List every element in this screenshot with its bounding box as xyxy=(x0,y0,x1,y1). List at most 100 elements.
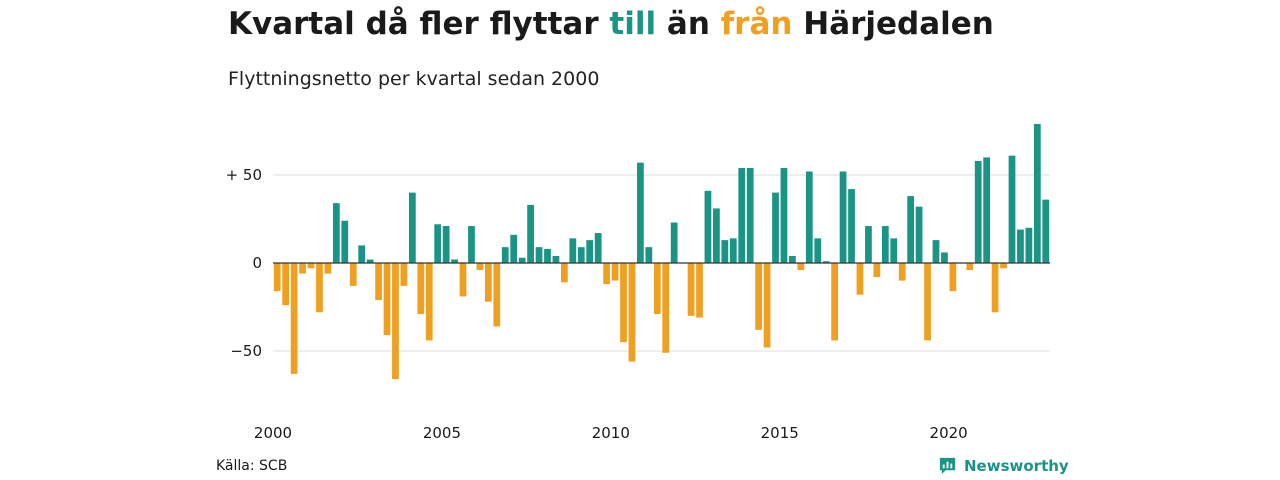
chart-title: Kvartal då fler flyttar till än från Här… xyxy=(228,6,994,42)
bar-2005K3 xyxy=(459,263,467,297)
bar-2017K3 xyxy=(865,226,872,263)
bar-2006K3 xyxy=(493,263,501,327)
bar-2011K4 xyxy=(670,222,678,263)
bar-2003K2 xyxy=(383,263,391,336)
x-tick-label: 2005 xyxy=(423,424,461,442)
x-tick-label: 2000 xyxy=(254,424,292,442)
bar-2010K3 xyxy=(628,263,636,362)
bar-2019K4 xyxy=(941,252,948,263)
bar-2011K3 xyxy=(662,263,670,353)
bar-2019K1 xyxy=(915,206,923,263)
x-axis: 2000 2005 2010 2015 2020 xyxy=(254,424,968,442)
bar-2001K3 xyxy=(324,263,332,274)
bar-2017K2 xyxy=(856,263,864,295)
bar-2018K4 xyxy=(907,196,915,263)
bar-2008K4 xyxy=(569,238,577,263)
bar-2022K4 xyxy=(1042,199,1050,263)
bar-2010K4 xyxy=(637,162,644,263)
bar-2014K1 xyxy=(746,167,754,263)
bar-2016K4 xyxy=(839,171,847,263)
bar-2021K3 xyxy=(1000,263,1007,269)
bar-2005K4 xyxy=(468,226,475,263)
bar-2004K1 xyxy=(408,192,416,263)
bar-2010K2 xyxy=(620,263,627,343)
bar-2007K4 xyxy=(535,247,543,263)
bar-2001K4 xyxy=(332,203,340,263)
bar-2007K3 xyxy=(527,204,534,263)
bar-2022K1 xyxy=(1017,229,1024,263)
title-part-plain: än xyxy=(656,6,721,42)
bar-2001K1 xyxy=(307,263,315,269)
bar-2004K2 xyxy=(417,263,425,315)
bar-2006K2 xyxy=(484,263,492,302)
title-part-plain: Härjedalen xyxy=(792,6,994,42)
bar-2008K2 xyxy=(552,255,560,263)
bar-2004K4 xyxy=(434,224,442,263)
bar-2019K2 xyxy=(924,263,931,341)
bar-2000K2 xyxy=(282,263,290,306)
bar-2009K2 xyxy=(586,240,594,263)
newsworthy-logo-icon xyxy=(939,457,956,475)
brand-logo[interactable]: Newsworthy xyxy=(938,456,1069,475)
bar-2009K1 xyxy=(577,247,585,263)
bar-2011K1 xyxy=(645,247,653,263)
title-part-plain: Kvartal då fler flyttar xyxy=(228,6,610,42)
bar-2021K1 xyxy=(983,157,991,263)
bar-2015K4 xyxy=(805,171,813,263)
bar-2011K2 xyxy=(653,263,661,315)
bar-2005K2 xyxy=(451,259,458,263)
bar-2016K1 xyxy=(814,238,822,263)
source-note: Källa: SCB xyxy=(216,458,288,474)
bar-2007K1 xyxy=(510,234,518,263)
bar-2021K4 xyxy=(1008,155,1016,263)
x-tick-label: 2010 xyxy=(592,424,630,442)
bar-2003K4 xyxy=(400,263,408,286)
bar-2020K1 xyxy=(949,263,957,292)
bar-2010K1 xyxy=(611,263,619,281)
bar-2015K2 xyxy=(789,255,796,263)
bar-2015K1 xyxy=(780,167,788,263)
bar-2001K2 xyxy=(316,263,323,313)
bars xyxy=(273,123,1050,380)
bar-2002K2 xyxy=(349,263,357,286)
title-part-loss: från xyxy=(720,6,793,42)
bar-2009K4 xyxy=(603,263,610,285)
bar-2015K3 xyxy=(797,263,805,271)
bar-2000K3 xyxy=(290,263,298,374)
bar-2022K2 xyxy=(1025,227,1033,263)
bar-2018K2 xyxy=(890,238,898,263)
bar-2014K4 xyxy=(772,192,779,263)
bar-2002K3 xyxy=(358,245,366,263)
bar-2022K3 xyxy=(1033,123,1041,264)
y-axis: + 50 0 −50 xyxy=(226,166,262,360)
y-tick-label: + 50 xyxy=(226,166,262,184)
bar-2007K2 xyxy=(518,257,526,263)
chart-subtitle: Flyttningsnetto per kvartal sedan 2000 xyxy=(228,68,600,90)
bar-2005K1 xyxy=(442,226,450,263)
bar-2008K1 xyxy=(544,248,551,263)
bar-2012K4 xyxy=(704,190,712,263)
bar-2013K4 xyxy=(738,167,746,263)
bar-2008K3 xyxy=(561,263,568,283)
bar-2002K4 xyxy=(366,259,374,263)
brand-name: Newsworthy xyxy=(964,456,1069,475)
bar-2006K4 xyxy=(501,247,509,263)
bar-2013K3 xyxy=(729,238,737,263)
bar-2000K1 xyxy=(273,263,281,292)
bar-2013K1 xyxy=(713,208,720,263)
bar-2006K1 xyxy=(476,263,484,271)
x-tick-label: 2020 xyxy=(930,424,968,442)
bar-2020K3 xyxy=(966,263,974,271)
x-tick-label: 2015 xyxy=(761,424,799,442)
bar-2009K3 xyxy=(594,233,602,263)
bar-2012K2 xyxy=(687,263,695,316)
bar-2003K1 xyxy=(375,263,382,300)
bar-2013K2 xyxy=(721,240,729,263)
y-tick-label: 0 xyxy=(252,254,262,272)
bar-2020K4 xyxy=(974,160,982,263)
gridlines xyxy=(273,174,1050,352)
bar-2000K4 xyxy=(299,263,306,274)
bar-2004K3 xyxy=(425,263,433,341)
bar-2003K3 xyxy=(392,263,399,380)
